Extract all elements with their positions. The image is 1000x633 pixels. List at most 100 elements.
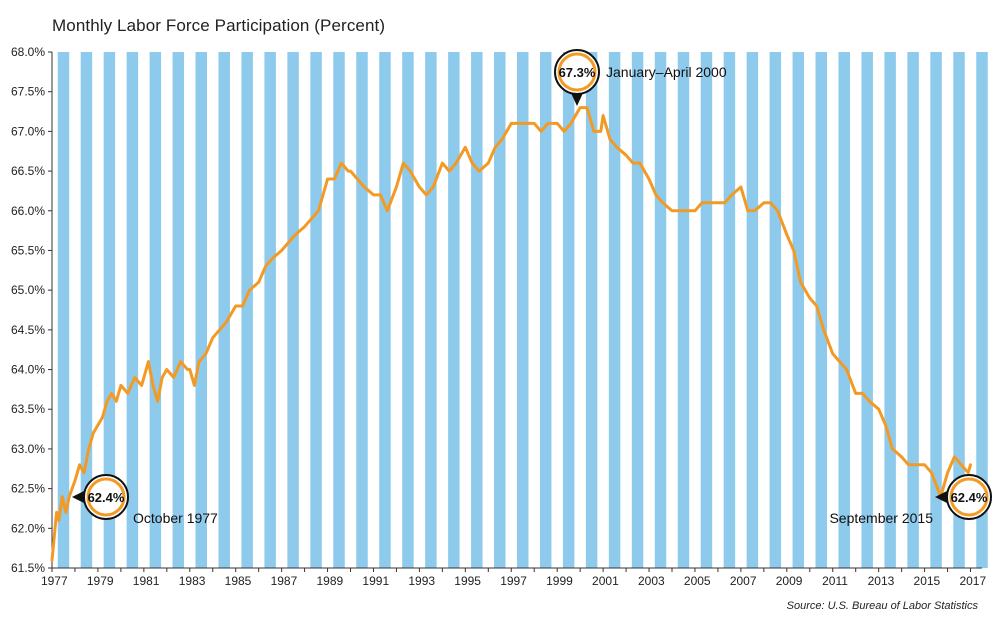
x-tick-label: 1979 [87, 574, 114, 588]
annotation-label: October 1977 [133, 510, 218, 526]
chart-title: Monthly Labor Force Participation (Perce… [52, 16, 386, 35]
y-tick-label: 66.0% [11, 204, 45, 218]
year-band [700, 52, 713, 568]
year-bands [57, 52, 988, 568]
callout: 62.4% October 1977 [72, 474, 218, 526]
callout-value: 67.3% [559, 65, 596, 80]
year-band [402, 52, 414, 568]
year-band [218, 52, 230, 568]
y-tick-label: 67.0% [11, 124, 45, 138]
year-band [57, 52, 70, 568]
callout-circle-inner [86, 477, 126, 517]
x-tick-label: 1977 [41, 574, 68, 588]
year-band [884, 52, 896, 568]
year-band [838, 52, 850, 568]
year-band [769, 52, 782, 568]
y-tick-label: 65.5% [11, 243, 45, 257]
x-tick-label: 2003 [638, 574, 665, 588]
source-note: Source: U.S. Bureau of Labor Statistics [786, 600, 978, 612]
year-band [333, 52, 345, 568]
y-tick-label: 67.5% [11, 85, 45, 99]
x-tick-label: 2007 [730, 574, 757, 588]
x-tick-label: 2001 [592, 574, 619, 588]
x-tick-label: 1985 [225, 574, 252, 588]
x-tick-label: 1981 [133, 574, 160, 588]
year-band [907, 52, 919, 568]
callout-circle-inner [949, 477, 989, 517]
y-tick-label: 66.5% [11, 164, 45, 178]
callout: 62.4% September 2015 [829, 474, 992, 526]
callout: 67.3% January–April 2000 [554, 49, 727, 106]
x-tick-label: 1989 [317, 574, 344, 588]
callout-pointer [571, 93, 583, 106]
annotation-label: January–April 2000 [606, 64, 727, 80]
callout-value: 62.4% [951, 490, 988, 505]
x-tick-label: 1999 [546, 574, 573, 588]
x-tick-label: 1991 [362, 574, 389, 588]
year-band [723, 52, 736, 568]
callout-value: 62.4% [88, 490, 125, 505]
year-band [608, 52, 621, 568]
callout-pointer [72, 491, 84, 503]
year-band [585, 52, 598, 568]
year-band [471, 52, 483, 568]
x-axis: 1977 1979 1981 1983 1985 1987 1989 1991 1993 1995… [41, 567, 986, 588]
y-tick-label: 62.0% [11, 521, 45, 535]
y-tick-label: 64.0% [11, 363, 45, 377]
y-tick-label: 62.5% [11, 482, 45, 496]
series-line [50, 106, 972, 562]
year-band [539, 52, 552, 568]
x-tick-label: 1995 [454, 574, 481, 588]
year-band [356, 52, 368, 568]
year-band [149, 52, 162, 568]
year-band [562, 52, 575, 568]
year-band [815, 52, 827, 568]
year-band [379, 52, 391, 568]
year-band [953, 52, 965, 568]
year-band [677, 52, 690, 568]
year-band [425, 52, 437, 568]
x-tick-label: 2017 [959, 574, 986, 588]
x-tick-label: 1983 [179, 574, 206, 588]
x-tick-label: 1987 [271, 574, 298, 588]
annotations: 62.4% October 1977 67.3% January–April 2000… [72, 49, 992, 526]
year-band [792, 52, 805, 568]
year-band [310, 52, 322, 568]
year-band [517, 52, 529, 568]
year-band [126, 52, 139, 568]
year-band [976, 52, 988, 568]
y-tick-label: 61.5% [11, 561, 45, 575]
year-band [861, 52, 873, 568]
series-lines [50, 106, 972, 562]
y-tick-label: 68.0% [11, 45, 45, 59]
year-band [930, 52, 942, 568]
year-band [654, 52, 667, 568]
year-band [103, 52, 116, 568]
y-tick-label: 64.5% [11, 323, 45, 337]
y-tick-label: 63.5% [11, 402, 45, 416]
year-band [80, 52, 93, 568]
year-band [195, 52, 207, 568]
year-band [172, 52, 185, 568]
annotation-label: September 2015 [829, 510, 933, 526]
year-band [494, 52, 506, 568]
year-band [241, 52, 253, 568]
labor-force-line-chart: 61.5% 62.0% 62.5% 63.0% 63.5% 64.0% 64.5% 65.0%… [11, 45, 992, 588]
year-band [631, 52, 644, 568]
y-axis: 61.5% 62.0% 62.5% 63.0% 63.5% 64.0% 64.5% 65.0%… [11, 45, 53, 575]
year-band [746, 52, 759, 568]
x-tick-label: 2013 [868, 574, 895, 588]
year-band [287, 52, 299, 568]
y-tick-label: 65.0% [11, 283, 45, 297]
x-tick-label: 2009 [776, 574, 803, 588]
x-tick-label: 2005 [684, 574, 711, 588]
x-tick-label: 2011 [822, 574, 848, 588]
year-band [264, 52, 276, 568]
callout-pointer [935, 491, 947, 503]
x-tick-label: 1997 [500, 574, 527, 588]
y-tick-label: 63.0% [11, 442, 45, 456]
year-band [448, 52, 460, 568]
callout-circle-inner [557, 52, 597, 92]
x-tick-label: 2015 [914, 574, 941, 588]
x-tick-label: 1993 [408, 574, 435, 588]
